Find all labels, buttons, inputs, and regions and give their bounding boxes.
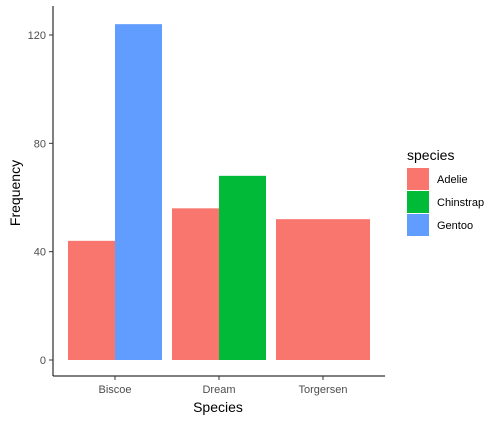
plot-area: [68, 24, 370, 360]
y-tick-label-80: 80: [34, 138, 46, 150]
legend-label-chinstrap: Chinstrap: [437, 197, 484, 209]
bar-biscoe-adelie: [68, 241, 115, 360]
x-tick-label-dream: Dream: [202, 384, 235, 396]
y-tick-label-120: 120: [28, 30, 46, 42]
legend-key-adelie: [407, 168, 429, 190]
x-tick-label-biscoe: Biscoe: [98, 384, 131, 396]
y-axis-title: Frequency: [7, 160, 23, 226]
legend-key-chinstrap: [407, 191, 429, 213]
x-axis: Biscoe Dream Torgersen: [53, 376, 385, 396]
legend-title: species: [407, 147, 454, 163]
legend: species Adelie Chinstrap Gentoo: [407, 147, 484, 236]
bar-biscoe-gentoo: [115, 24, 162, 360]
x-axis-title: Species: [193, 399, 243, 415]
x-tick-label-torgersen: Torgersen: [299, 384, 348, 396]
bar-torgersen-adelie: [276, 219, 370, 360]
y-tick-label-0: 0: [40, 355, 46, 367]
legend-key-gentoo: [407, 214, 429, 236]
y-tick-label-40: 40: [34, 247, 46, 259]
bar-dream-chinstrap: [219, 176, 266, 360]
legend-label-gentoo: Gentoo: [437, 220, 473, 232]
y-axis: 0 40 80 120: [28, 6, 53, 376]
legend-label-adelie: Adelie: [437, 174, 468, 186]
bar-dream-adelie: [172, 208, 219, 360]
